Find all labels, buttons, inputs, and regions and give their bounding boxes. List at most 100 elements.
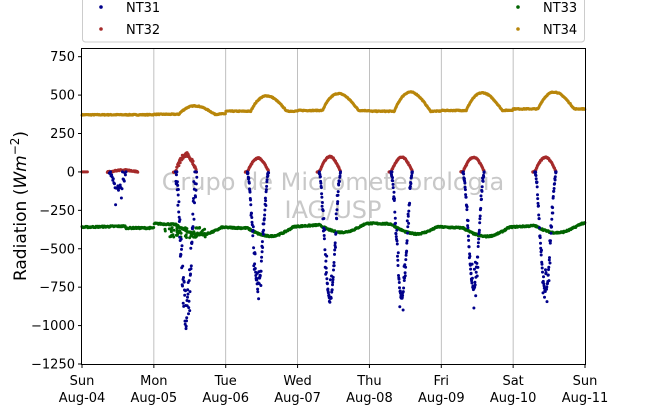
nt31-point xyxy=(476,265,480,269)
nt31-point xyxy=(394,232,398,236)
nt31-point xyxy=(406,212,410,216)
nt33-point xyxy=(201,233,205,237)
x-tick-label-day: Thu xyxy=(356,374,381,389)
nt31-point xyxy=(468,254,472,258)
nt31-point xyxy=(324,259,328,263)
nt31-point xyxy=(249,198,252,202)
nt31-point xyxy=(256,287,260,291)
nt31-point xyxy=(463,188,467,192)
x-tick-label-date: Aug-04 xyxy=(59,391,106,406)
nt31-point xyxy=(182,280,186,284)
nt31-point xyxy=(549,231,553,235)
nt31-point xyxy=(405,239,409,243)
nt31-point xyxy=(337,183,341,187)
nt31-point xyxy=(113,182,116,186)
nt31-point xyxy=(547,258,551,262)
nt31-point xyxy=(552,187,556,190)
nt31-point xyxy=(541,279,545,283)
nt31-point xyxy=(180,247,183,251)
nt31-point xyxy=(462,177,466,181)
nt31-point xyxy=(545,300,549,304)
nt31-point xyxy=(470,279,474,283)
nt31-point xyxy=(320,204,324,208)
nt31-point xyxy=(475,261,479,265)
nt31-point xyxy=(194,182,198,186)
legend-label: NT32 xyxy=(126,23,160,38)
nt31-point xyxy=(334,245,337,249)
nt33-point xyxy=(197,226,201,230)
nt31-point xyxy=(121,170,124,174)
nt31-point xyxy=(465,205,469,209)
nt31-point xyxy=(336,200,340,204)
y-tick-label: −500 xyxy=(39,242,75,257)
nt31-point xyxy=(406,231,410,235)
nt31-point xyxy=(546,273,550,277)
nt31-point xyxy=(478,221,482,225)
nt31-point xyxy=(180,244,184,248)
nt31-point xyxy=(111,177,115,181)
nt33-point xyxy=(205,232,209,236)
nt31-point xyxy=(397,277,401,281)
nt31-point xyxy=(191,227,194,231)
y-tick-label: −1000 xyxy=(31,319,75,334)
nt33-point xyxy=(175,226,179,230)
nt31-point xyxy=(320,195,324,199)
nt31-point xyxy=(467,245,471,249)
nt31-point xyxy=(403,274,407,278)
nt31-point xyxy=(482,170,486,174)
nt31-point xyxy=(109,170,112,174)
nt33-point xyxy=(152,226,156,229)
nt31-point xyxy=(548,241,552,245)
nt33-point xyxy=(172,228,176,232)
nt31-point xyxy=(175,170,179,174)
y-label-prefix: Radiation ( xyxy=(11,189,31,281)
nt34-point xyxy=(223,112,227,116)
nt31-point xyxy=(466,226,470,230)
nt31-point xyxy=(534,177,538,181)
nt31-point xyxy=(480,189,484,193)
legend-label: NT31 xyxy=(126,1,160,16)
nt31-point xyxy=(410,174,414,178)
nt31-point xyxy=(538,236,542,240)
nt31-point xyxy=(537,213,541,217)
nt31-point xyxy=(325,277,329,281)
nt31-point xyxy=(322,217,326,220)
nt31-point xyxy=(250,211,253,215)
x-tick-label-date: Aug-05 xyxy=(131,391,178,406)
nt31-point xyxy=(399,291,402,295)
nt31-point xyxy=(252,246,256,250)
nt31-point xyxy=(183,293,187,297)
nt31-point xyxy=(392,190,396,194)
nt31-point xyxy=(553,178,557,182)
nt31-point xyxy=(176,183,180,187)
nt31-point xyxy=(334,212,338,216)
nt31-point xyxy=(550,217,554,221)
x-tick-label-day: Fri xyxy=(434,374,450,389)
nt31-point xyxy=(324,266,328,270)
nt31-point xyxy=(396,264,400,267)
nt31-point xyxy=(535,180,539,184)
nt31-point xyxy=(339,170,342,174)
nt31-point xyxy=(251,234,255,238)
nt31-point xyxy=(118,183,122,187)
nt33-point xyxy=(168,235,172,239)
nt31-point xyxy=(410,170,414,174)
nt32-point xyxy=(85,170,89,174)
nt31-point xyxy=(187,306,191,310)
nt31-point xyxy=(551,195,555,198)
nt31-point xyxy=(405,241,409,245)
nt31-point xyxy=(260,255,264,259)
nt31-point xyxy=(472,267,476,271)
nt31-point xyxy=(321,209,325,213)
nt31-point xyxy=(336,190,340,194)
nt31-point xyxy=(190,240,194,244)
nt31-point xyxy=(264,188,268,192)
x-axis: Sun Aug-04 Mon Aug-05 Tue Aug-06 Wed Aug-07 Thu A… xyxy=(59,364,608,406)
nt31-point xyxy=(122,179,126,183)
nt31-point xyxy=(331,283,334,287)
nt33-point xyxy=(197,232,201,236)
nt31-point xyxy=(246,171,250,175)
nt31-point xyxy=(463,185,467,189)
nt31-point xyxy=(393,216,397,220)
